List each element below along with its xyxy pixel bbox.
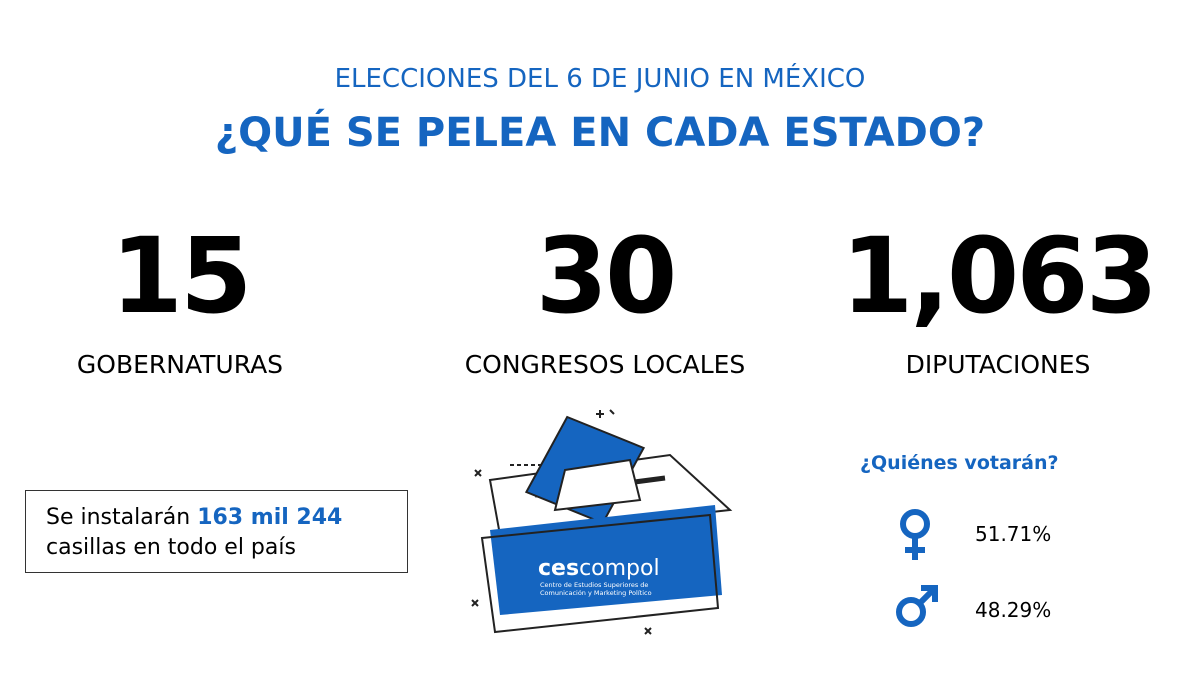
stat-label: CONGRESOS LOCALES xyxy=(464,350,746,379)
stat-number: 15 xyxy=(110,215,253,337)
ballot-box-icon: cescompol Centro de Estudios Superiores … xyxy=(471,409,733,635)
title: ¿QUÉ SE PELEA EN CADA ESTADO? xyxy=(214,110,986,156)
logo-light: compol xyxy=(579,556,660,581)
logo-bold: ces xyxy=(538,556,579,581)
male-icon xyxy=(896,585,938,627)
stat-number: 30 xyxy=(535,215,678,337)
logo-name: cescompol xyxy=(538,556,660,581)
stat-number: 1,063 xyxy=(841,215,1158,337)
voters-title: ¿Quiénes votarán? xyxy=(860,452,1059,474)
subtitle: ELECCIONES DEL 6 DE JUNIO EN MÉXICO xyxy=(334,64,866,94)
stat-label: DIPUTACIONES xyxy=(905,350,1091,379)
female-icon xyxy=(900,509,930,560)
logo-caption: Centro de Estudios Superiores de xyxy=(540,581,648,589)
men-percent: 48.29% xyxy=(975,598,1052,622)
stat-label: GOBERNATURAS xyxy=(76,350,284,379)
logo-caption: Comunicación y Marketing Político xyxy=(540,589,652,597)
note-highlight: 163 mil 244 xyxy=(197,505,343,530)
women-percent: 51.71% xyxy=(975,522,1052,546)
note-box: Se instalarán 163 mil 244 casillas en to… xyxy=(25,490,408,573)
note-text: casillas en todo el país xyxy=(46,535,296,560)
note-text: Se instalarán xyxy=(46,505,191,530)
